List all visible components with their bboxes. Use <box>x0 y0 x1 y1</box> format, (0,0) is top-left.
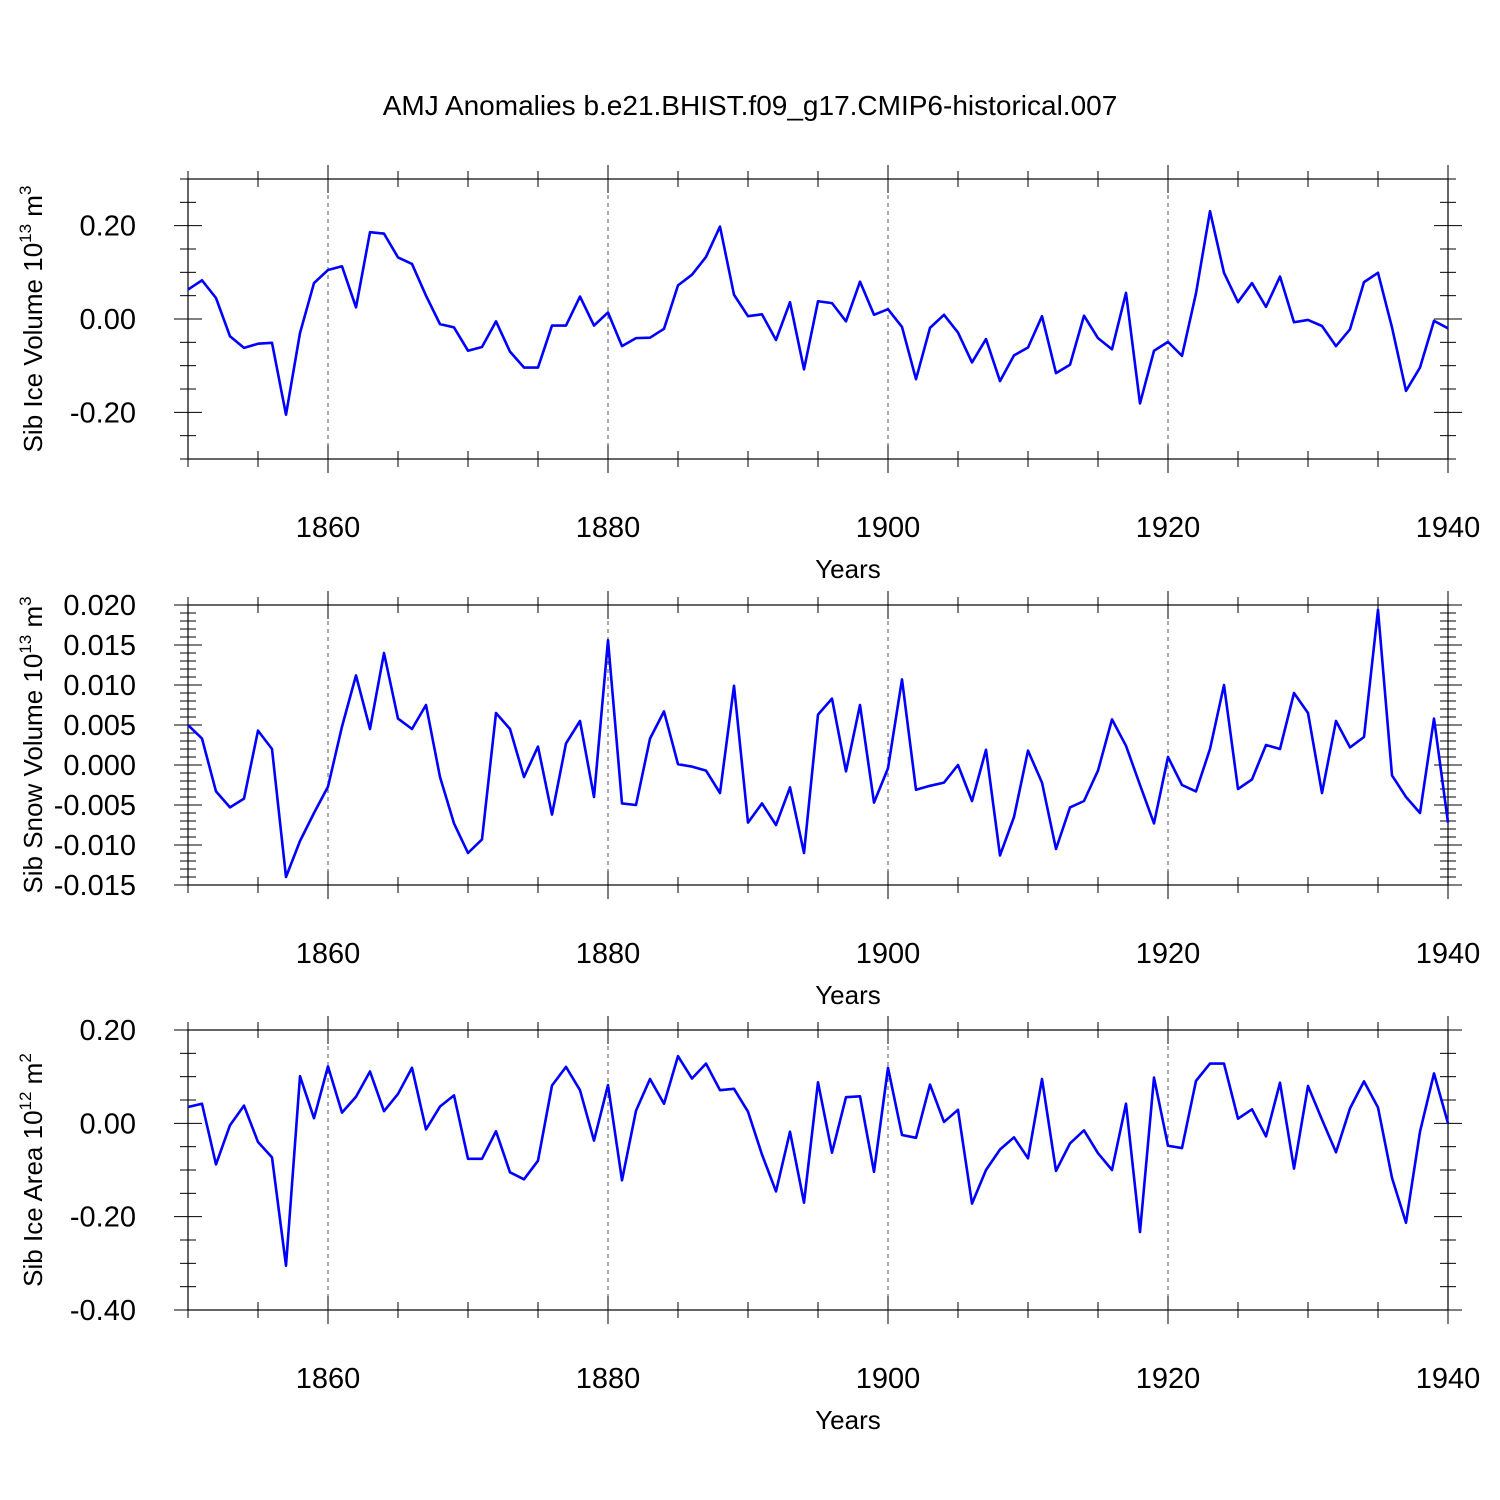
y-tick-label: 0.005 <box>63 710 136 742</box>
panel-snow-volume: -0.015 -0.010 -0.005 0.000 0.005 0.010 0.015 0.… <box>16 590 1480 1010</box>
x-tick-label: 1940 <box>1416 1363 1481 1395</box>
y-tick-label: -0.015 <box>54 870 136 902</box>
x-axis-title: Years <box>815 1405 881 1435</box>
series-line <box>187 608 1450 879</box>
y-tick-label: -0.20 <box>70 1202 136 1234</box>
x-tick-label: 1860 <box>296 938 361 970</box>
x-axis-title: Years <box>815 554 881 584</box>
y-axis-title-unit-exponent: 2 <box>16 1053 35 1062</box>
y-tick-label: -0.010 <box>54 830 136 862</box>
y-tick-label: 0.20 <box>80 211 136 243</box>
x-tick-label: 1900 <box>856 938 921 970</box>
x-tick-label: 1900 <box>856 512 921 544</box>
x-tick-label: 1920 <box>1136 938 1201 970</box>
y-axis-title-exponent: 13 <box>16 635 35 654</box>
y-tick-label: 0.010 <box>63 670 136 702</box>
y-axis-title: Sib Ice Volume 1013 m3 <box>16 186 48 453</box>
y-axis-title-text: Sib Ice Area 10 <box>18 1110 48 1286</box>
x-tick-label: 1900 <box>856 1363 921 1395</box>
y-tick-label: 0.000 <box>63 750 136 782</box>
plot-frame <box>187 604 1449 886</box>
y-axis-title-unit: m <box>18 1063 48 1092</box>
series-line <box>187 1054 1450 1267</box>
y-tick-label: -0.20 <box>70 397 136 429</box>
y-axis-title-text: Sib Ice Volume 10 <box>18 243 48 453</box>
y-tick-label: 0.00 <box>80 304 136 336</box>
series-line <box>187 209 1449 416</box>
x-tick-label: 1880 <box>576 512 641 544</box>
y-tick-label: 0.00 <box>80 1108 136 1140</box>
panel-ice-volume: -0.20 0.00 0.20 1860 1880 1900 1920 1940 Years Si… <box>16 165 1480 584</box>
y-axis-title-unit: m <box>18 195 48 224</box>
y-axis-title: Sib Snow Volume 1013 m3 <box>16 596 48 893</box>
x-tick-label: 1920 <box>1136 1363 1201 1395</box>
y-tick-label: -0.40 <box>70 1295 136 1327</box>
plot-frame <box>187 1029 1449 1311</box>
x-tick-label: 1880 <box>576 938 641 970</box>
y-tick-label: 0.020 <box>63 590 136 622</box>
x-tick-label: 1940 <box>1416 938 1481 970</box>
x-tick-label: 1880 <box>576 1363 641 1395</box>
figure-title: AMJ Anomalies b.e21.BHIST.f09_g17.CMIP6-… <box>383 90 1118 121</box>
panel-ice-area: -0.40 -0.20 0.00 0.20 1860 1880 1900 1920 1940 Ye… <box>16 1015 1480 1435</box>
x-tick-label: 1940 <box>1416 512 1481 544</box>
y-tick-label: 0.015 <box>63 630 136 662</box>
y-axis-title: Sib Ice Area 1012 m2 <box>16 1053 48 1287</box>
x-axis-title: Years <box>815 980 881 1010</box>
y-axis-title-exponent: 12 <box>16 1092 35 1111</box>
y-axis-title-unit-exponent: 3 <box>16 186 35 195</box>
x-tick-label: 1860 <box>296 1363 361 1395</box>
y-tick-label: 0.20 <box>80 1015 136 1047</box>
x-tick-label: 1920 <box>1136 512 1201 544</box>
plot-frame <box>187 178 1449 460</box>
y-axis-title-exponent: 13 <box>16 224 35 243</box>
y-axis-title-unit: m <box>18 606 48 635</box>
y-tick-label: -0.005 <box>54 790 136 822</box>
y-axis-title-text: Sib Snow Volume 10 <box>18 654 48 894</box>
x-tick-label: 1860 <box>296 512 361 544</box>
y-axis-title-unit-exponent: 3 <box>16 596 35 605</box>
